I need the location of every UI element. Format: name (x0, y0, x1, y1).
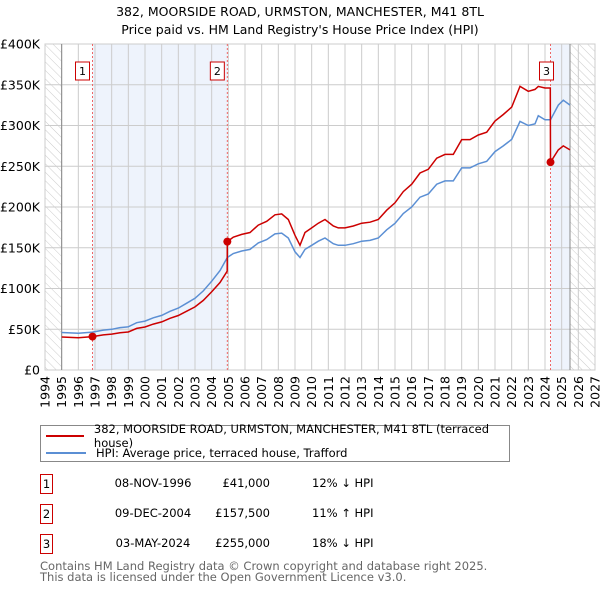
transaction-price: £255,000 (215, 536, 270, 550)
x-tick-label: 2022 (504, 376, 519, 408)
x-tick-label: 2020 (471, 376, 486, 408)
x-tick-label: 2017 (421, 376, 436, 408)
x-tick-label: 2026 (571, 376, 586, 408)
transaction-row: 1 08-NOV-1996 £41,000 12% ↓ HPI (40, 474, 440, 494)
x-tick-label: 2021 (488, 376, 503, 408)
transaction-number: 1 (40, 474, 53, 494)
x-tick-label: 2005 (221, 376, 236, 408)
x-tick-label: 1999 (121, 376, 136, 408)
y-tick-label: £400K (0, 37, 41, 52)
x-tick-label: 2019 (454, 376, 469, 408)
sale-point (223, 237, 232, 246)
y-tick-label: £300K (0, 118, 41, 133)
transaction-date: 08-NOV-1996 (114, 476, 192, 490)
x-tick-label: 1995 (54, 376, 69, 408)
x-tick-label: 2007 (254, 376, 269, 408)
y-tick-label: £350K (0, 77, 41, 92)
x-tick-label: 1998 (104, 376, 119, 408)
legend-item-hpi: HPI: Average price, terraced house, Traf… (46, 445, 347, 461)
sale-label-box (75, 61, 90, 81)
x-tick-label: 2010 (304, 376, 319, 408)
chart-title: 382, MOORSIDE ROAD, URMSTON, MANCHESTER,… (116, 4, 484, 19)
sale-point (546, 158, 555, 167)
x-tick-label: 2018 (438, 376, 453, 408)
plot-border (44, 43, 596, 371)
x-tick-label: 2013 (354, 376, 369, 408)
x-tick-label: 2009 (288, 376, 303, 408)
transaction-date: 03-MAY-2024 (115, 536, 191, 550)
x-tick-label: 2027 (588, 376, 600, 408)
x-tick-label: 1996 (71, 376, 86, 408)
legend-line-red (46, 435, 84, 437)
x-tick-label: 2015 (388, 376, 403, 408)
legend-label: HPI: Average price, terraced house, Traf… (96, 446, 348, 460)
sale-point (88, 332, 97, 341)
x-tick-label: 2016 (404, 376, 419, 408)
transaction-hpi-change: 12% ↓ HPI (312, 476, 374, 490)
x-tick-label: 2014 (371, 376, 386, 408)
x-tick-label: 2000 (138, 376, 153, 408)
y-tick-label: £250K (0, 159, 41, 174)
y-tick-label: £100K (0, 281, 41, 296)
transaction-row: 3 03-MAY-2024 £255,000 18% ↓ HPI (40, 534, 440, 554)
price-chart: 382, MOORSIDE ROAD, URMSTON, MANCHESTER,… (0, 4, 600, 408)
legend-label: 382, MOORSIDE ROAD, URMSTON, MANCHESTER,… (93, 422, 490, 450)
x-tick-label: 2004 (204, 376, 219, 408)
transaction-row: 2 09-DEC-2004 £157,500 11% ↑ HPI (40, 504, 440, 524)
transaction-price: £41,000 (222, 476, 270, 490)
sale-label: 1 (79, 65, 86, 78)
transaction-price: £157,500 (215, 506, 270, 520)
sale-label-box (209, 61, 225, 81)
y-tick-label: £200K (0, 200, 41, 215)
x-tick-label: 2012 (338, 376, 353, 408)
sale-label: 3 (543, 65, 550, 78)
y-tick-label: £0 (24, 363, 40, 378)
x-tick-label: 2025 (554, 376, 569, 408)
x-tick-label: 1997 (88, 376, 103, 408)
transaction-hpi-change: 18% ↓ HPI (312, 536, 374, 550)
x-tick-label: 1994 (38, 376, 53, 408)
y-tick-label: £50K (8, 322, 41, 337)
transaction-hpi-change: 11% ↑ HPI (312, 506, 374, 520)
sale-label: 2 (214, 65, 221, 78)
legend-line-blue (46, 452, 86, 454)
x-tick-label: 2024 (538, 376, 553, 408)
sale-label-box (539, 61, 554, 81)
footer-licence: This data is licensed under the Open Gov… (40, 570, 407, 584)
x-tick-label: 2011 (321, 376, 336, 408)
x-tick-label: 2006 (238, 376, 253, 408)
hpi-series-line (61, 99, 571, 335)
legend: 382, MOORSIDE ROAD, URMSTON, MANCHESTER,… (40, 422, 510, 462)
chart-subtitle: Price paid vs. HM Land Registry's House … (121, 22, 478, 37)
x-tick-label: 2003 (188, 376, 203, 408)
x-tick-label: 2008 (271, 376, 286, 408)
footer-copyright: Contains HM Land Registry data © Crown c… (40, 559, 488, 573)
property-series-line (61, 85, 571, 339)
transaction-date: 09-DEC-2004 (114, 506, 192, 520)
y-tick-label: £150K (0, 240, 41, 255)
transaction-number: 2 (40, 504, 53, 524)
legend-item-property: 382, MOORSIDE ROAD, URMSTON, MANCHESTER,… (46, 422, 509, 450)
x-tick-label: 2001 (154, 376, 169, 408)
x-tick-label: 2023 (521, 376, 536, 408)
x-tick-label: 2002 (171, 376, 186, 408)
transaction-number: 3 (40, 534, 53, 554)
